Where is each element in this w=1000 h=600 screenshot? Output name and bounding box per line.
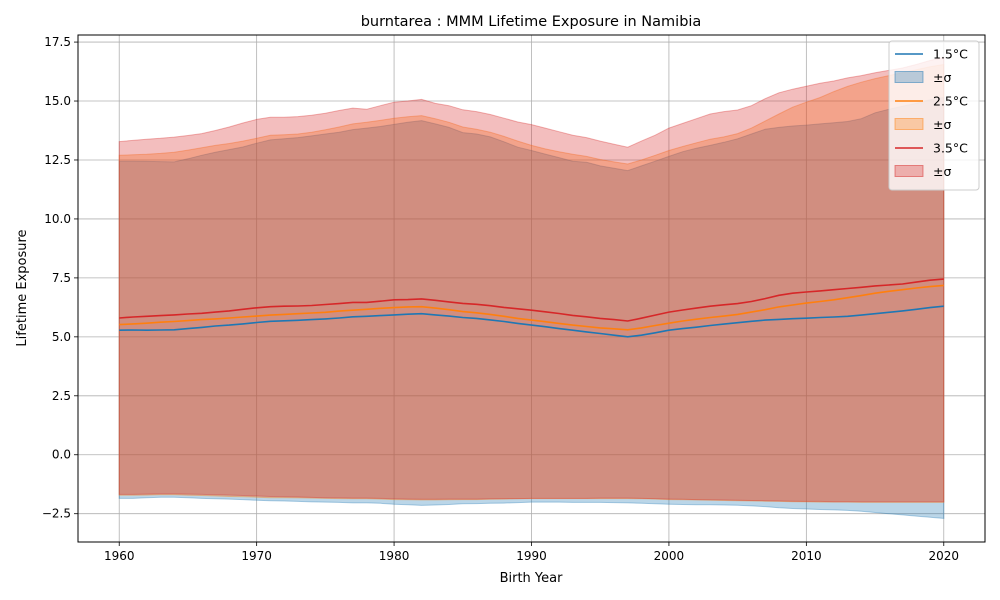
x-tick-label: 1960 [104,549,135,563]
y-tick-label: 12.5 [44,153,71,167]
uncertainty-bands [118,56,945,519]
legend-label: ±σ [933,70,951,85]
legend-patch-swatch [894,165,924,177]
y-tick-label: 0.0 [52,448,71,462]
band-2 [118,63,945,503]
y-tick-label: 10.0 [44,212,71,226]
y-axis-label: Lifetime Exposure [15,229,30,346]
series-lines [119,278,944,338]
y-tick-label: 7.5 [52,271,71,285]
legend-label: 3.5°C [933,141,968,156]
x-tick-label: 2010 [791,549,822,563]
legend-label: ±σ [933,117,951,132]
x-tick-label: 2000 [654,549,685,563]
legend-label: 1.5°C [933,47,968,62]
series-line-3 [119,278,944,322]
band-1 [118,96,945,519]
chart-title: burntarea : MMM Lifetime Exposure in Nam… [361,14,702,30]
legend-label: ±σ [933,164,951,179]
legend-patch-swatch [894,118,924,130]
x-tick-label: 1980 [379,549,410,563]
legend-patch-swatch [894,71,924,83]
y-tick-label: 17.5 [44,35,71,49]
x-axis-ticks: 1960 1970 1980 1990 2000 2010 2020 [104,542,959,563]
series-line-2 [119,284,944,331]
y-tick-label: 15.0 [44,94,71,108]
x-tick-label: 1990 [516,549,547,563]
y-axis-ticks: −2.5 0.0 2.5 5.0 7.5 10.0 12.5 15.0 17.5 [42,35,78,521]
legend-label: 2.5°C [933,94,968,109]
y-tick-label: 5.0 [52,330,71,344]
legend: 1.5°C ±σ 2.5°C ±σ 3.5°C ±σ [888,40,980,191]
series-line-1 [119,305,944,338]
y-tick-label: 2.5 [52,389,71,403]
y-tick-label: −2.5 [42,507,71,521]
x-axis-label: Birth Year [500,571,564,586]
legend-box [888,40,980,191]
grid [78,35,985,542]
x-tick-label: 2020 [928,549,959,563]
x-tick-label: 1970 [241,549,272,563]
band-3 [118,56,945,503]
